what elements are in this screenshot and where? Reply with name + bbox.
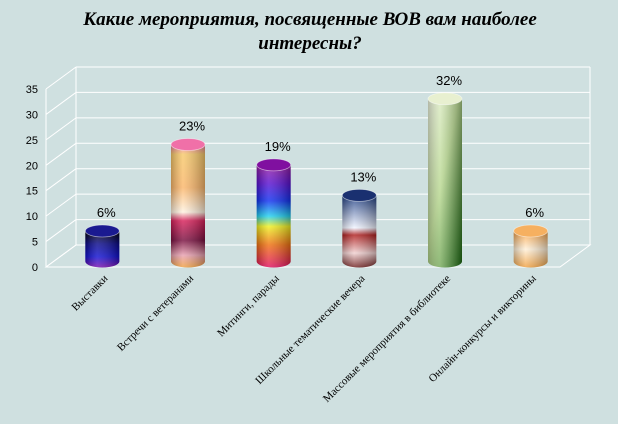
- gridline-diagonal: [45, 92, 77, 115]
- y-tick-label: 0: [32, 262, 38, 274]
- grid-layer: [44, 66, 592, 268]
- bar-top: [84, 224, 120, 238]
- category-label: Митинги, парады: [215, 272, 282, 339]
- data-label: 6%: [97, 205, 116, 220]
- floor-outline: [44, 244, 592, 268]
- bar-top: [170, 138, 206, 151]
- bar-shading: [85, 230, 120, 268]
- bar-shading: [428, 98, 462, 268]
- bars-layer: [84, 92, 549, 268]
- bar-top: [513, 224, 549, 238]
- chart-title: Какие мероприятия, посвященные ВОВ вам н…: [83, 9, 537, 54]
- gridline-diagonal: [45, 168, 77, 192]
- gridline-diagonal: [45, 142, 77, 166]
- y-tick-label: 5: [32, 237, 38, 249]
- bar-shading: [171, 144, 205, 268]
- gridline-diagonal: [45, 193, 77, 217]
- labels-layer: 6% Выставки 23% Встречи с ветеранами 19% Мити…: [70, 73, 545, 405]
- y-tick-label: 35: [26, 84, 38, 96]
- y-tick-label: 25: [26, 135, 38, 147]
- data-label: 32%: [436, 73, 462, 88]
- category-label: Выставки: [70, 273, 111, 314]
- data-label: 19%: [265, 139, 291, 154]
- y-tick-label: 10: [26, 211, 38, 223]
- category-label: Встречи с ветеранами: [115, 273, 196, 354]
- gridline-diagonal: [45, 117, 77, 141]
- gridline-diagonal: [45, 244, 77, 268]
- bar-top: [341, 188, 377, 202]
- data-label: 13%: [350, 169, 376, 184]
- data-label: 6%: [525, 205, 544, 220]
- bar-shading: [342, 195, 377, 268]
- gridline-diagonal: [45, 66, 77, 90]
- gridline-diagonal: [45, 219, 77, 242]
- bar-top: [256, 158, 292, 172]
- bar-shading: [256, 164, 291, 268]
- y-tick-label: 20: [26, 160, 38, 172]
- y-tick-label: 15: [26, 186, 38, 198]
- bar-top: [427, 92, 463, 106]
- y-tick-label: 30: [26, 109, 38, 121]
- axis-layer: 0 5 10 15 20 25 30 35: [26, 84, 47, 274]
- data-label: 23%: [179, 119, 205, 134]
- bar-shading: [513, 230, 548, 268]
